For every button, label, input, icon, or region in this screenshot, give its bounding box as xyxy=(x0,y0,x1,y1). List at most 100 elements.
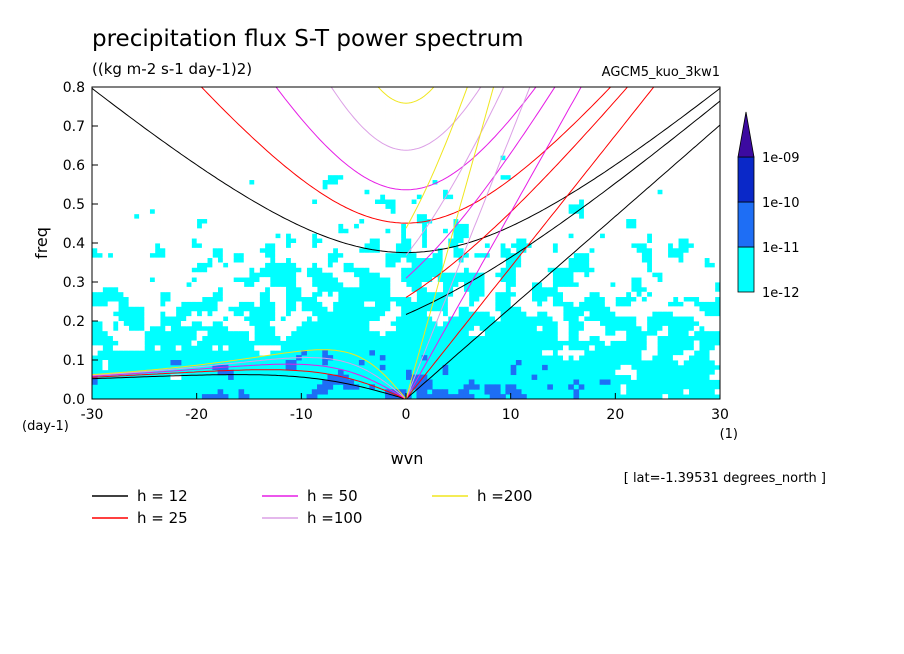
heatmap-cell xyxy=(610,111,616,117)
heatmap-cell xyxy=(128,282,135,288)
heatmap-cell xyxy=(620,267,627,273)
heatmap-cell xyxy=(484,126,491,132)
heatmap-cell xyxy=(662,126,669,132)
heatmap-cell xyxy=(165,286,171,293)
heatmap-cell xyxy=(337,165,344,171)
heatmap-cell xyxy=(207,130,213,137)
heatmap-cell xyxy=(92,155,98,161)
heatmap-cell xyxy=(296,213,302,220)
heatmap-cell xyxy=(364,301,370,307)
heatmap-cell xyxy=(107,130,114,137)
heatmap-cell xyxy=(563,204,569,210)
heatmap-cell xyxy=(343,213,349,220)
heatmap-cell xyxy=(542,101,548,107)
heatmap-cell xyxy=(542,223,548,229)
heatmap-cell xyxy=(667,267,674,273)
heatmap-cell xyxy=(196,126,203,132)
heatmap-cell xyxy=(411,223,417,229)
heatmap-cell xyxy=(128,286,135,293)
heatmap-cell xyxy=(646,199,653,205)
heatmap-cell xyxy=(620,140,627,146)
heatmap-cell xyxy=(123,169,130,176)
heatmap-cell xyxy=(107,140,114,146)
heatmap-cell xyxy=(233,213,239,220)
heatmap-cell xyxy=(542,179,548,185)
heatmap-cell xyxy=(332,204,339,210)
heatmap-cell xyxy=(662,116,669,122)
heatmap-cell xyxy=(322,160,328,166)
heatmap-cell xyxy=(458,169,464,176)
heatmap-cell xyxy=(400,169,407,176)
heatmap-cell xyxy=(589,140,595,146)
heatmap-cell xyxy=(144,213,150,220)
heatmap-cell xyxy=(568,106,574,112)
heatmap-cell xyxy=(542,87,548,93)
heatmap-cell xyxy=(238,194,245,200)
heatmap-cell xyxy=(678,165,684,171)
heatmap-cell xyxy=(589,277,595,283)
heatmap-cell xyxy=(615,233,621,239)
heatmap-cell xyxy=(625,121,632,127)
heatmap-cell xyxy=(494,135,501,142)
heatmap-cell xyxy=(662,218,669,224)
heatmap-cell xyxy=(489,126,496,132)
heatmap-cell xyxy=(254,228,260,234)
heatmap-cell xyxy=(636,296,642,302)
heatmap-cell xyxy=(327,130,334,137)
heatmap-cell xyxy=(353,228,360,234)
heatmap-cell xyxy=(290,155,297,161)
heatmap-cell xyxy=(280,101,287,107)
heatmap-cell xyxy=(651,286,658,293)
heatmap-cell xyxy=(118,135,124,142)
heatmap-cell xyxy=(599,330,606,337)
heatmap-cell xyxy=(332,296,339,302)
heatmap-cell xyxy=(657,296,663,302)
heatmap-cell xyxy=(238,169,245,176)
heatmap-cell xyxy=(672,150,679,156)
heatmap-cell xyxy=(547,223,553,229)
heatmap-cell xyxy=(102,111,109,117)
heatmap-cell xyxy=(416,121,423,127)
heatmap-cell xyxy=(526,296,532,302)
heatmap-cell xyxy=(594,91,601,98)
heatmap-cell xyxy=(112,238,119,244)
heatmap-cell xyxy=(678,126,684,132)
heatmap-cell xyxy=(301,286,307,293)
heatmap-cell xyxy=(432,116,438,122)
heatmap-cell xyxy=(442,87,449,93)
heatmap-cell xyxy=(489,194,496,200)
heatmap-cell xyxy=(474,247,480,254)
heatmap-cell xyxy=(212,199,218,205)
heatmap-cell xyxy=(358,189,365,195)
heatmap-cell xyxy=(589,330,595,337)
heatmap-cell xyxy=(557,174,564,181)
heatmap-cell xyxy=(515,208,522,215)
heatmap-cell xyxy=(102,174,109,181)
heatmap-cell xyxy=(170,101,177,107)
heatmap-cell xyxy=(714,243,720,249)
heatmap-cell xyxy=(170,272,177,278)
heatmap-cell xyxy=(149,301,156,307)
heatmap-cell xyxy=(243,126,250,132)
heatmap-cell xyxy=(154,301,161,307)
heatmap-cell xyxy=(102,204,109,210)
heatmap-cell xyxy=(264,130,271,137)
heatmap-cell xyxy=(364,140,370,146)
heatmap-cell xyxy=(160,223,166,229)
heatmap-cell xyxy=(615,208,621,215)
heatmap-cell xyxy=(343,121,349,127)
heatmap-cell xyxy=(657,218,663,224)
heatmap-cell xyxy=(369,165,375,171)
heatmap-cell xyxy=(379,330,386,337)
heatmap-cell xyxy=(269,204,276,210)
heatmap-cell xyxy=(259,184,266,190)
heatmap-cell xyxy=(531,140,538,146)
heatmap-cell xyxy=(683,311,689,317)
heatmap-cell xyxy=(269,174,276,181)
heatmap-cell xyxy=(97,228,103,234)
heatmap-cell xyxy=(557,126,564,132)
heatmap-cell xyxy=(489,204,496,210)
heatmap-cell xyxy=(599,165,606,171)
heatmap-cell xyxy=(646,194,653,200)
heatmap-cell xyxy=(390,150,396,156)
